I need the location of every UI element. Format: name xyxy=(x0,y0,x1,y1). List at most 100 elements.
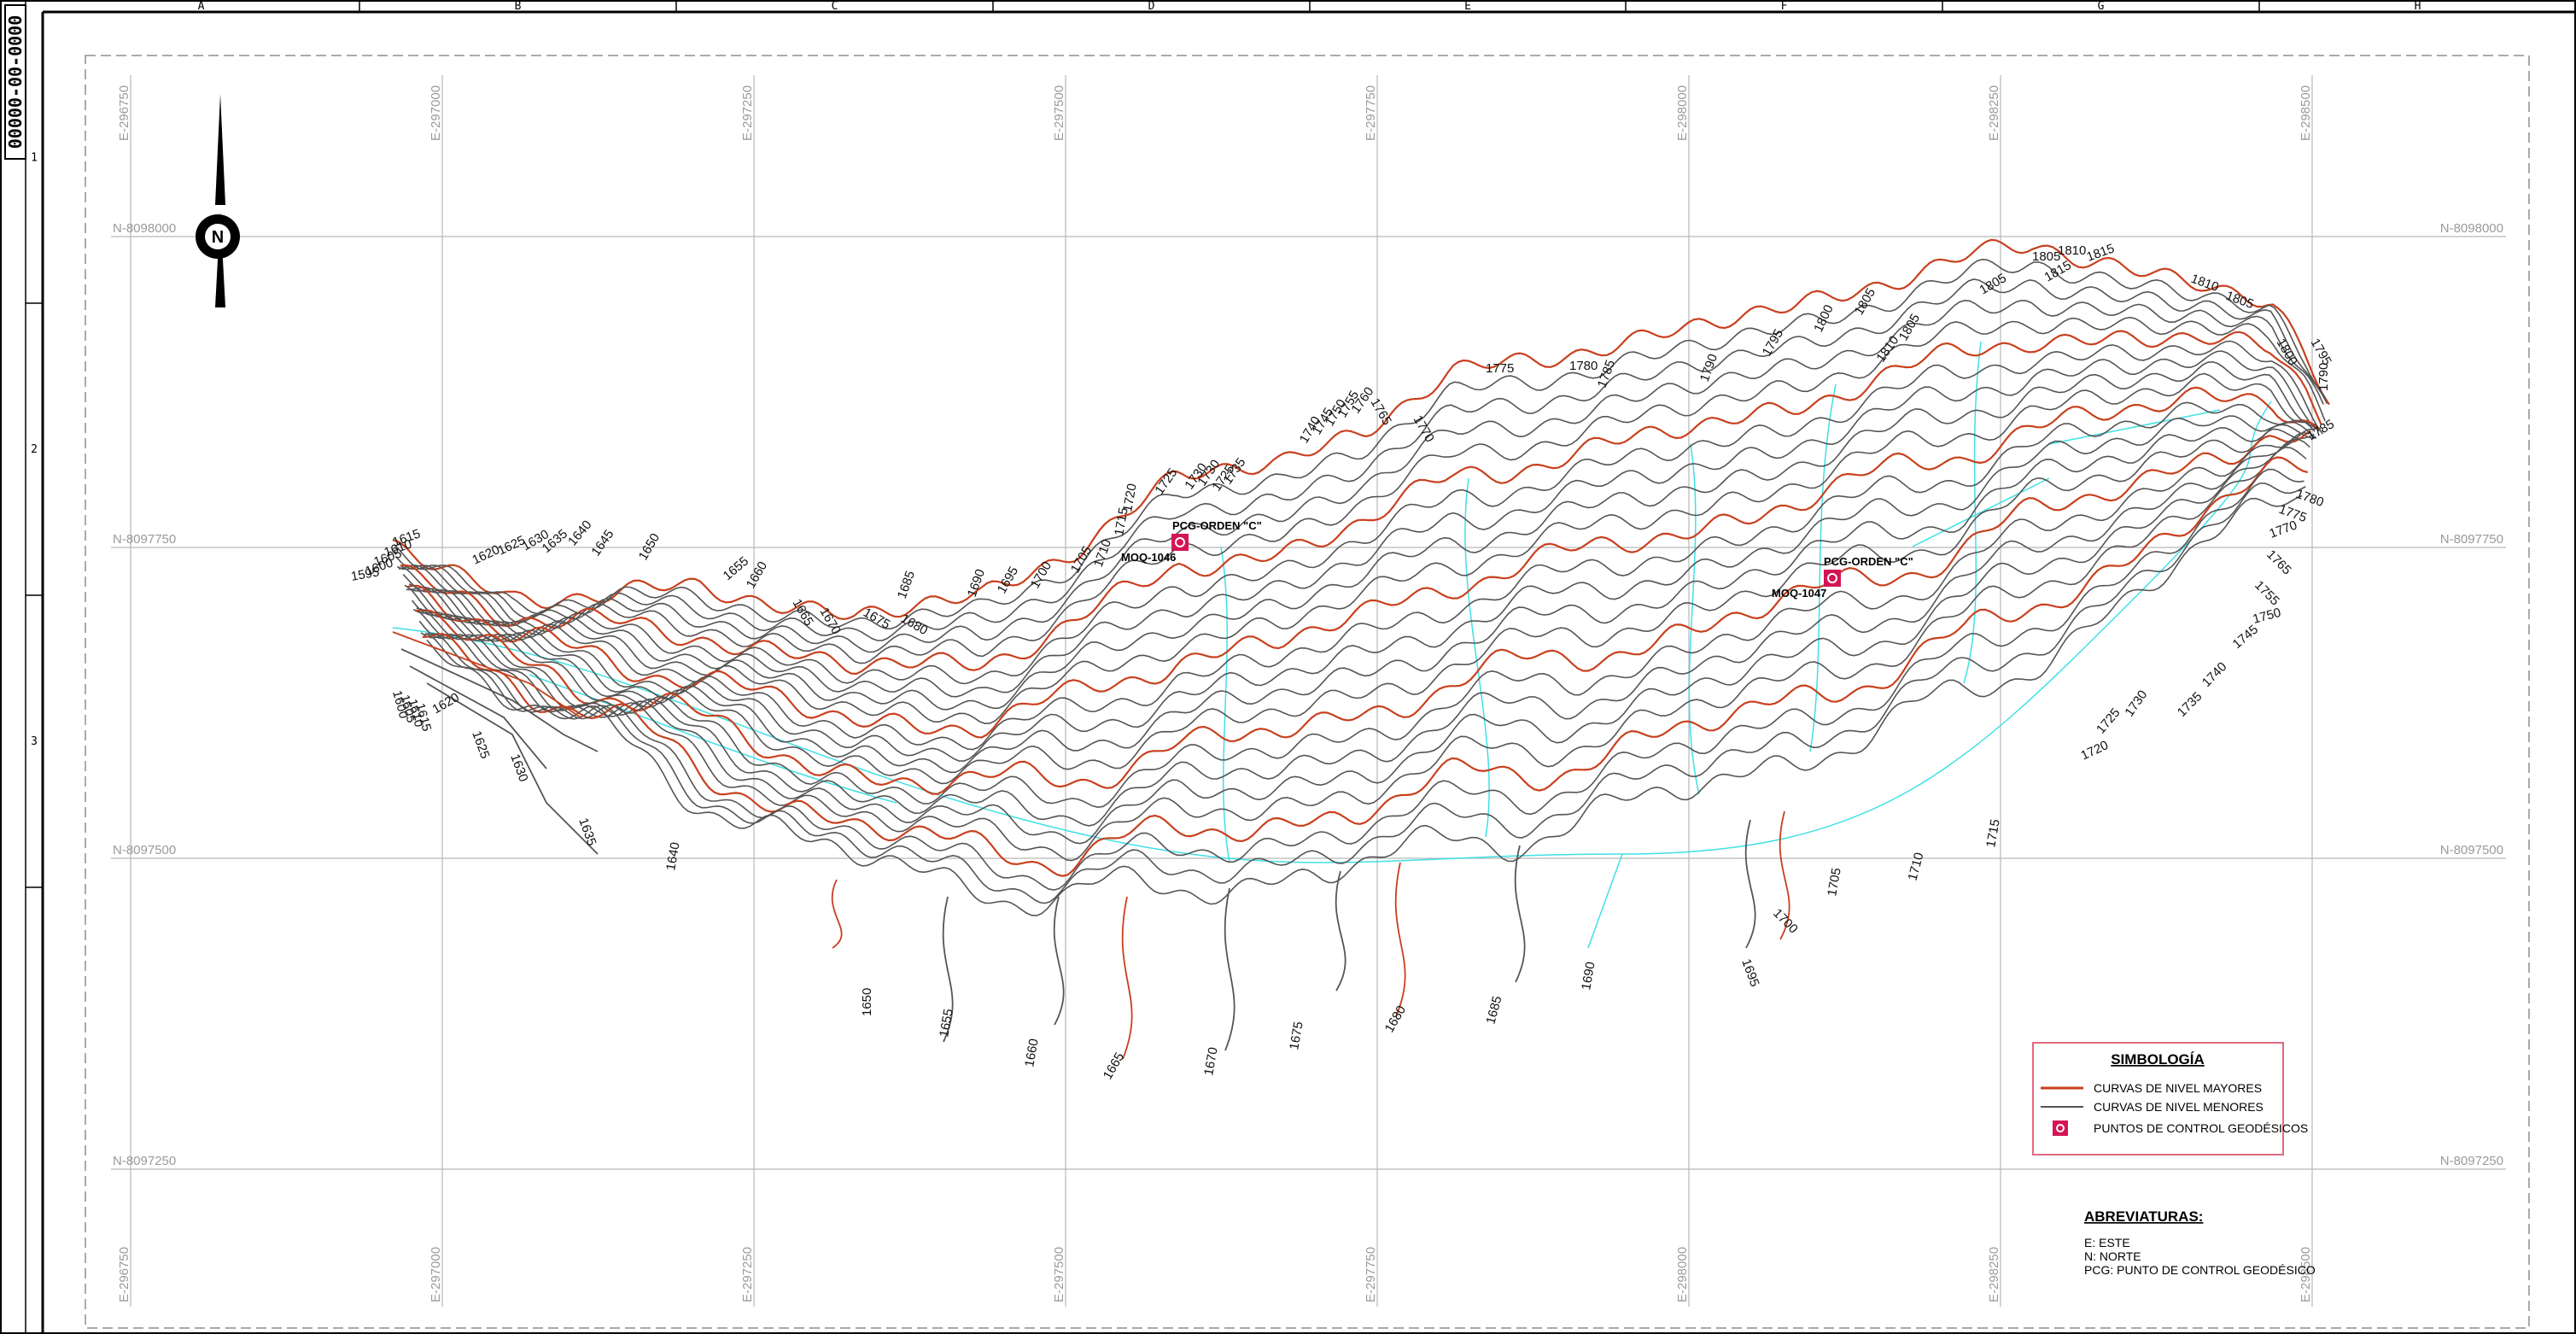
contour-label-west: 1640 xyxy=(565,518,594,548)
contour-label-south: 1660 xyxy=(1022,1038,1042,1068)
control-point-swatch-icon xyxy=(2053,1120,2068,1136)
contour-label-north: 1720 xyxy=(2079,738,2111,764)
contour-label-west: 1645 xyxy=(588,527,616,559)
drainage-line xyxy=(392,401,2272,863)
contour-label-north: 1780 xyxy=(2294,487,2326,510)
northing-label-left: N-8097500 xyxy=(113,843,176,857)
contour-label-north: 1710 xyxy=(1091,537,1114,569)
minor-contour-line xyxy=(418,438,2310,845)
contour-label-north: 1740 xyxy=(2199,659,2230,690)
contour-spur-line xyxy=(1335,870,1346,992)
contour-label-west: 1595 xyxy=(350,565,381,584)
northing-label-left: N-8097250 xyxy=(113,1154,176,1168)
minor-contour-line xyxy=(423,468,2304,891)
control-point-2-id: MOQ-1047 xyxy=(1772,587,1826,600)
minor-contour-line xyxy=(412,428,2315,785)
major-contour-line xyxy=(392,238,2330,621)
contour-spur-line xyxy=(1224,887,1235,1051)
easting-label-bottom: E-298000 xyxy=(1675,1247,1690,1302)
contour-label-south: 1695 xyxy=(1738,957,1761,989)
contour-label-north: 1770 xyxy=(2268,518,2299,541)
easting-label-bottom: E-296750 xyxy=(117,1247,131,1302)
contour-label-north: 1805 xyxy=(2032,249,2060,264)
easting-label-bottom: E-297000 xyxy=(429,1247,443,1302)
contour-label-north: 1690 xyxy=(965,567,988,599)
minor-contour-line xyxy=(394,278,2328,641)
contour-label-north: 1805 xyxy=(1977,271,2009,297)
easting-label-bottom: E-297500 xyxy=(1052,1247,1066,1302)
column-zone-label: G xyxy=(2098,0,2105,13)
contour-toe-line xyxy=(409,665,547,769)
abbreviations-block: ABREVIATURAS: E: ESTE N: NORTE PCG: PUNT… xyxy=(2084,1208,2316,1277)
contour-label-north: 1785 xyxy=(2305,417,2337,443)
minor-contour-line xyxy=(396,299,2324,653)
contour-label-north: 1780 xyxy=(1569,359,1598,373)
contour-label-north: 1720 xyxy=(1120,483,1140,513)
abbreviation-pcg: PCG: PUNTO DE CONTROL GEODÉSICO xyxy=(2084,1263,2316,1277)
major-contour-line xyxy=(407,386,2320,739)
legend-box: SIMBOLOGÍA CURVAS DE NIVEL MAYORES CURVA… xyxy=(2032,1042,2308,1156)
drainage-line xyxy=(1587,853,1623,949)
drainage-line xyxy=(1220,546,1230,863)
drainage-line xyxy=(529,674,897,804)
contour-label-north: 1685 xyxy=(895,569,918,600)
minor-contour-line xyxy=(394,258,2327,629)
row-zone-label: 1 xyxy=(31,152,38,165)
contour-label-south: 1655 xyxy=(937,1008,956,1039)
easting-label-top: E-297000 xyxy=(429,85,443,141)
contour-label-north: 1800 xyxy=(1811,302,1837,334)
contour-label-north: 1810 xyxy=(1873,333,1901,365)
minor-contour-line xyxy=(418,431,2309,827)
control-point-1-order: PCG-ORDEN "C" xyxy=(1172,519,1262,532)
contour-label-south: 1705 xyxy=(1825,867,1844,898)
contour-label-west: 1640 xyxy=(663,841,683,872)
easting-label-bottom: E-298250 xyxy=(1987,1247,2001,1302)
contour-label-north: 1730 xyxy=(2122,687,2150,719)
contour-label-north: 1815 xyxy=(2085,241,2117,264)
easting-label-top: E-298500 xyxy=(2299,85,2313,141)
easting-label-bottom: E-298500 xyxy=(2299,1247,2313,1302)
contour-spur-line xyxy=(831,879,843,949)
easting-label-top: E-297500 xyxy=(1052,85,1066,141)
abbreviations-title: ABREVIATURAS: xyxy=(2084,1208,2203,1225)
contour-label-south: 1650 xyxy=(860,988,874,1016)
minor-contour-line xyxy=(398,316,2326,664)
column-zone-label: D xyxy=(1148,0,1155,13)
easting-label-bottom: E-297250 xyxy=(740,1247,755,1302)
control-point-2[interactable]: PCG-ORDEN "C" MOQ-1047 xyxy=(1772,555,1913,600)
contour-label-north: 1745 xyxy=(2230,623,2261,652)
control-point-1[interactable]: PCG-ORDEN "C" MOQ-1046 xyxy=(1121,519,1262,564)
drainage-line xyxy=(1963,341,1982,684)
contour-label-north: 1715 xyxy=(1112,506,1131,537)
contour-elevation-labels: 1615161016051600159516201625163016351640… xyxy=(350,241,2337,1082)
abbreviation-este: E: ESTE xyxy=(2084,1236,2130,1249)
contour-label-north: 1765 xyxy=(1368,396,1394,428)
northing-label-left: N-8098000 xyxy=(113,221,176,236)
contour-spur-line xyxy=(1394,862,1406,1017)
easting-label-top: E-297250 xyxy=(740,85,755,141)
drainage-lines xyxy=(392,341,2272,949)
drawing-code: 00000-00-0000 xyxy=(5,15,26,149)
major-contour-line xyxy=(422,456,2309,877)
row-zone-label: 3 xyxy=(31,735,38,748)
easting-label-top: E-298250 xyxy=(1987,85,2001,141)
coordinate-grid xyxy=(111,75,2506,1307)
minor-contour-line xyxy=(420,446,2307,862)
easting-label-bottom: E-297750 xyxy=(1364,1247,1378,1302)
contour-label-north: 1790 xyxy=(2316,363,2331,391)
coordinate-grid-labels: E-296750 E-296750 E-297000 E-297000 E-297250… xyxy=(113,85,2503,1302)
minor-contour-line xyxy=(408,401,2316,751)
easting-label-top: E-297750 xyxy=(1364,85,1378,141)
contour-label-south: 1665 xyxy=(1101,1050,1127,1082)
contour-label-north: 1765 xyxy=(2263,547,2294,578)
minor-contour-line xyxy=(404,360,2322,711)
drainage-line xyxy=(1464,477,1490,838)
contour-label-north: 1705 xyxy=(1068,544,1095,576)
minor-contour-line xyxy=(424,482,2306,904)
minor-contour-line xyxy=(406,372,2317,725)
contour-label-north: 1725 xyxy=(2094,705,2123,736)
contour-label-north: 1725 xyxy=(1152,465,1180,497)
contour-toe-line xyxy=(400,648,599,752)
contour-spur-line xyxy=(1121,896,1133,1060)
